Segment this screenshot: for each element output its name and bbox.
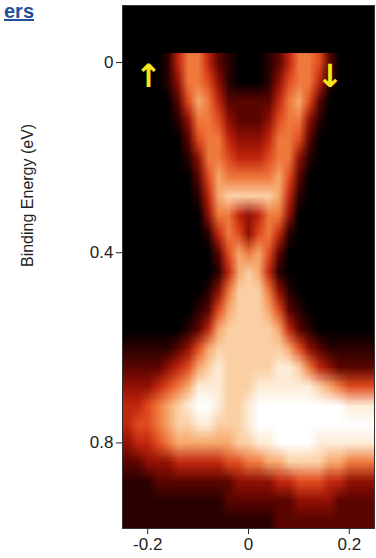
svg-text:0.2: 0.2 bbox=[337, 535, 361, 554]
svg-text:0.4: 0.4 bbox=[90, 243, 114, 262]
svg-text:0.8: 0.8 bbox=[90, 433, 114, 452]
html-text:ers: ers bbox=[4, 0, 34, 22]
svg-text:-0.2: -0.2 bbox=[133, 535, 162, 554]
svg-text:Binding Energy (eV): Binding Energy (eV) bbox=[19, 124, 36, 267]
svg-text:0: 0 bbox=[104, 53, 113, 72]
svg-text:↓: ↓ bbox=[317, 57, 344, 95]
svg-text:↑: ↑ bbox=[135, 57, 162, 95]
svg-text:0: 0 bbox=[244, 535, 253, 554]
